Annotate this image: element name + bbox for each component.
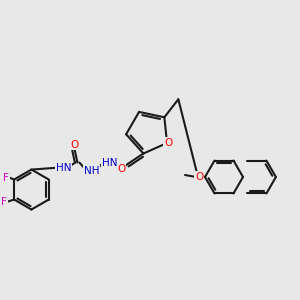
Text: HN: HN [56, 163, 71, 172]
Text: O: O [117, 164, 126, 173]
Text: O: O [70, 140, 79, 149]
Text: HN: HN [102, 158, 117, 167]
Text: F: F [3, 172, 9, 182]
Text: F: F [1, 196, 7, 206]
Text: NH: NH [84, 166, 99, 176]
Text: O: O [195, 172, 203, 182]
Text: O: O [164, 138, 172, 148]
